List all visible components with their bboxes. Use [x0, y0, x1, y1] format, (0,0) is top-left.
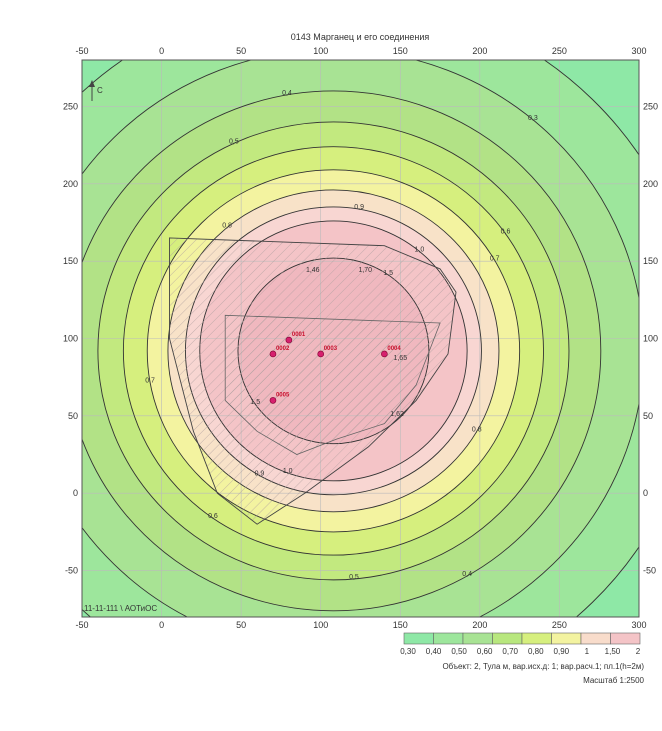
legend-label: 2: [636, 647, 641, 656]
legend-swatch: [610, 632, 641, 645]
legend-label: 0,80: [528, 647, 544, 656]
chart-title: 0143 Марганец и его соединения: [291, 32, 430, 42]
contour-label: 0,7: [145, 377, 155, 384]
contour-label: 0,8: [222, 223, 232, 230]
y-tick-left: 200: [63, 179, 78, 189]
contour-label: 0,9: [354, 204, 364, 211]
y-tick-left: 100: [63, 334, 78, 344]
corner-label: 11-11-111 \ АОТиОС: [84, 604, 157, 613]
plot-frame: [81, 59, 640, 618]
y-tick-left: 250: [63, 101, 78, 111]
legend-label: 0,30: [400, 647, 416, 656]
contour-label: 0,9: [255, 470, 265, 477]
x-tick-bottom: 100: [313, 620, 328, 630]
x-tick-bottom: 50: [236, 620, 246, 630]
emission-source-point: [269, 397, 277, 404]
contour-label: 0,7: [490, 255, 500, 262]
x-tick-top: 200: [472, 46, 487, 56]
x-tick-bottom: 250: [552, 620, 567, 630]
x-tick-top: 0: [159, 46, 164, 56]
north-arrow: С: [89, 80, 103, 101]
y-tick-left: 0: [73, 488, 78, 498]
contour-label: 1,5: [250, 399, 260, 406]
y-tick-right: 250: [643, 101, 658, 111]
contour-label: 0,8: [472, 426, 482, 433]
x-tick-bottom: 150: [393, 620, 408, 630]
contour-label: 0,4: [462, 571, 472, 578]
x-tick-bottom: -50: [75, 620, 88, 630]
contour-line-6: [167, 189, 500, 513]
y-tick-left: 150: [63, 256, 78, 266]
y-tick-right: -50: [643, 566, 656, 576]
emission-source-label: 0004: [387, 346, 401, 352]
y-tick-left: 50: [68, 411, 78, 421]
legend-label: 0,40: [426, 647, 442, 656]
contour-label: 0,4: [282, 90, 292, 97]
x-tick-bottom: 200: [472, 620, 487, 630]
x-tick-top: 100: [313, 46, 328, 56]
contour-label: 0,6: [501, 229, 511, 236]
emission-source-point: [285, 336, 293, 344]
contour-label: 0,5: [349, 574, 359, 581]
emission-source-point: [381, 350, 388, 358]
x-tick-top: 50: [236, 46, 246, 56]
contour-label: 0,6: [208, 513, 218, 520]
point-value-label: 1,70: [358, 267, 372, 274]
y-tick-left: -50: [65, 566, 78, 576]
y-tick-right: 0: [643, 488, 648, 498]
point-value-label: 1,65: [393, 355, 407, 362]
contour-label: 1,5: [383, 270, 393, 277]
y-tick-right: 150: [643, 256, 658, 266]
info-line: Объект: 2, Тула м, вар.исх.д: 1; вар.рас…: [442, 662, 644, 671]
emission-source-label: 0001: [292, 332, 306, 338]
emission-source-point: [269, 350, 277, 358]
legend-label: 1: [585, 647, 590, 656]
legend: 0,30 0,40 0,50 0,60 0,70 0,80 0,90 1 1,50 2: [400, 632, 641, 656]
legend-label: 0,70: [502, 647, 518, 656]
north-label: С: [97, 86, 103, 95]
contour-label: 0,3: [60, 497, 70, 504]
contour-line-4: [122, 146, 544, 556]
legend-swatch: [580, 632, 611, 645]
legend-swatch: [551, 632, 582, 645]
legend-label: 0,90: [554, 647, 570, 656]
y-tick-right: 200: [643, 179, 658, 189]
x-tick-top: 250: [552, 46, 567, 56]
legend-label: 0,50: [451, 647, 467, 656]
point-value-label: 1,62: [390, 411, 404, 418]
x-tick-bottom: 0: [159, 620, 164, 630]
emission-source-label: 0002: [276, 346, 290, 352]
contour-label: 0,3: [528, 115, 538, 122]
legend-label: 0,60: [477, 647, 493, 656]
legend-swatch: [433, 632, 464, 645]
x-tick-bottom: 300: [631, 620, 646, 630]
contour-label: 0,2: [70, 598, 80, 605]
contour-label: 0,5: [229, 138, 239, 145]
contour-line-3: [97, 121, 570, 581]
contour-line-2: [82, 90, 602, 612]
emission-source-label: 0005: [276, 392, 290, 398]
x-tick-top: 300: [631, 46, 646, 56]
scale-label: Масштаб 1:2500: [583, 676, 644, 685]
x-tick-top: 150: [393, 46, 408, 56]
emission-source-label: 0003: [324, 346, 338, 352]
site-area-inner: [224, 314, 441, 455]
x-tick-top: -50: [75, 46, 88, 56]
legend-swatch: [521, 632, 552, 645]
contour-label: 1,0: [415, 246, 425, 253]
legend-swatch: [462, 632, 493, 645]
contour-label: 1,0: [283, 468, 293, 475]
legend-swatch: [403, 632, 434, 645]
legend-label: 1,50: [605, 647, 621, 656]
legend-swatch: [492, 632, 523, 645]
contour-line-5: [146, 169, 521, 533]
y-tick-right: 100: [643, 334, 658, 344]
point-value-label: 1,46: [306, 267, 320, 274]
emission-source-point: [317, 350, 325, 358]
y-tick-right: 50: [643, 411, 653, 421]
